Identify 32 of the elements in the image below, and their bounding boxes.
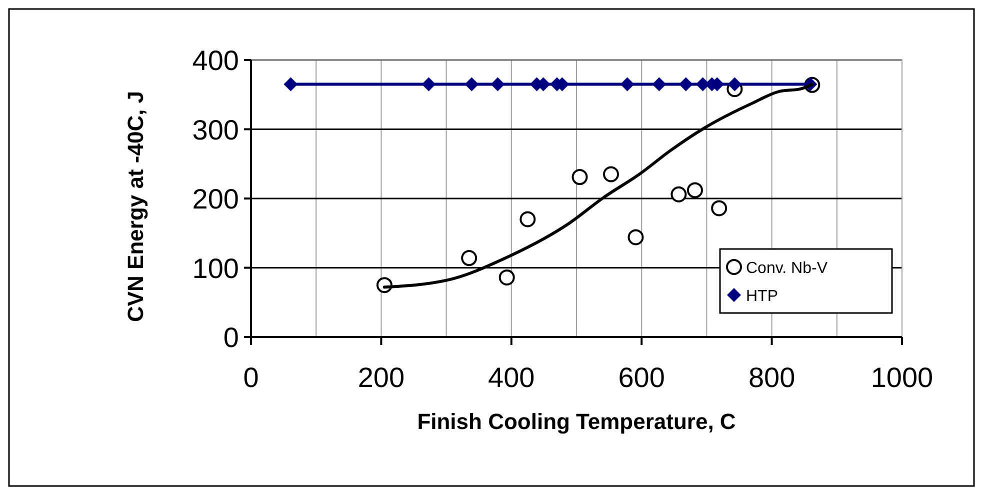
y-tick-label: 0 [223,322,239,353]
y-tick-label: 400 [192,45,239,76]
point [284,77,298,92]
x-axis-title: Finish Cooling Temperature, C [417,409,736,434]
legend-label: HTP [746,288,778,305]
point [520,211,536,228]
legend-label: Conv. Nb-V [746,260,828,277]
y-tick-label: 200 [192,184,239,214]
point [678,77,693,92]
x-tick-label: 400 [488,362,535,393]
x-tick-label: 200 [358,362,405,393]
point [652,77,666,92]
point [461,250,478,266]
x-tick-label: 0 [243,362,259,393]
y-axis-title: CVN Energy at -40C, J [123,90,148,322]
x-tick-label: 600 [618,362,665,393]
x-tick-label: 1000 [870,362,934,393]
point [711,200,728,216]
point [628,229,644,246]
point [620,77,634,92]
point [728,77,742,92]
y-tick-label: 100 [192,252,239,284]
point [686,182,703,198]
x-tick-label: 800 [748,362,796,393]
point [603,166,620,182]
y-tick-label: 300 [192,114,239,146]
point [572,169,588,186]
point [464,77,479,92]
point [422,77,436,92]
point [490,77,505,92]
point [670,186,687,202]
point [498,269,515,286]
